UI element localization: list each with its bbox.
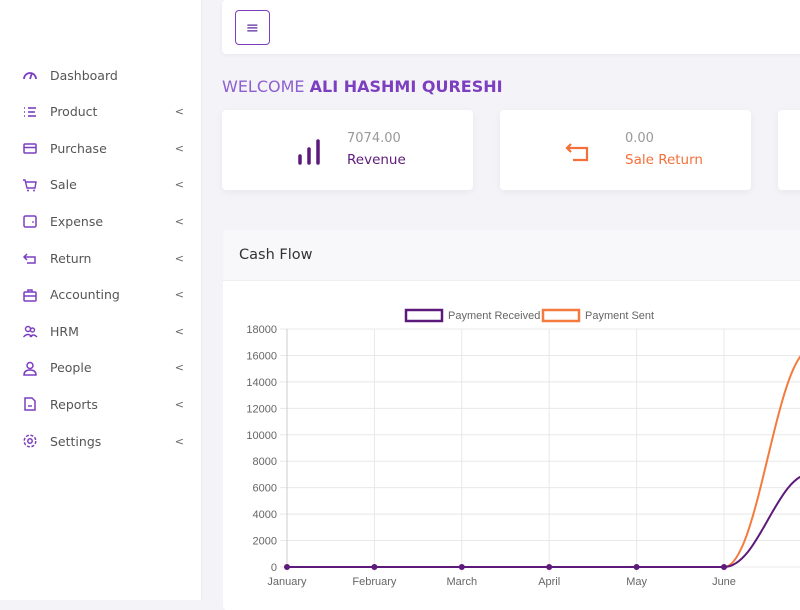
chevron-left-icon: <	[174, 288, 184, 302]
sidebar-item-expense[interactable]: Expense <	[22, 209, 192, 233]
panel-title: Cash Flow	[223, 230, 800, 281]
chevron-left-icon: <	[174, 397, 184, 411]
file-icon	[24, 397, 36, 412]
bar-chart-icon	[298, 139, 320, 165]
card-partial[interactable]	[778, 110, 800, 190]
sidebar-item-reports[interactable]: Reports <	[22, 392, 192, 416]
sidebar-item-label: Reports	[50, 396, 98, 412]
list-icon	[24, 106, 36, 117]
welcome-heading: WELCOME ALI HASHMI QURESHI	[222, 77, 503, 96]
sidebar-item-product[interactable]: Product <	[22, 100, 192, 124]
sidebar-item-label: Expense	[50, 213, 104, 229]
top-bar: ≡	[222, 0, 800, 54]
sidebar-item-sale[interactable]: Sale <	[22, 173, 192, 197]
revenue-card[interactable]: 7074.00 Revenue	[222, 110, 473, 190]
gauge-icon	[23, 72, 37, 80]
chevron-left-icon: <	[174, 251, 184, 265]
sale-return-label: Sale Return	[625, 152, 703, 168]
return-icon	[22, 253, 36, 264]
sidebar-item-label: Return	[50, 250, 92, 266]
sidebar-item-purchase[interactable]: Purchase <	[22, 136, 192, 160]
chevron-left-icon: <	[174, 141, 184, 155]
chevron-left-icon: <	[174, 105, 184, 119]
chevron-left-icon: <	[174, 178, 184, 192]
menu-toggle-button[interactable]: ≡	[235, 10, 270, 45]
sidebar-item-hrm[interactable]: HRM <	[22, 319, 192, 343]
sidebar-item-accounting[interactable]: Accounting <	[22, 283, 192, 307]
sidebar-item-label: People	[50, 360, 92, 376]
sidebar: Dashboard Product < Purchase < Sale < Expense < R…	[0, 0, 202, 600]
chevron-left-icon: <	[174, 214, 184, 228]
sidebar-item-people[interactable]: People <	[22, 356, 192, 380]
briefcase-icon	[23, 288, 37, 302]
sidebar-item-return[interactable]: Return <	[22, 246, 192, 270]
return-icon	[565, 143, 589, 162]
users-icon	[22, 325, 38, 338]
welcome-prefix: WELCOME	[222, 77, 305, 96]
sidebar-item-settings[interactable]: Settings <	[22, 429, 192, 453]
wallet-icon	[23, 215, 37, 229]
sale-return-card[interactable]: 0.00 Sale Return	[500, 110, 751, 190]
chevron-left-icon: <	[174, 361, 184, 375]
sidebar-item-label: Accounting	[50, 287, 120, 303]
sale-return-value: 0.00	[625, 131, 654, 146]
sidebar-item-label: Dashboard	[50, 67, 118, 83]
chevron-left-icon: <	[174, 324, 184, 338]
sidebar-item-label: Purchase	[50, 140, 107, 156]
revenue-value: 7074.00	[347, 131, 401, 146]
revenue-label: Revenue	[347, 152, 406, 168]
card-icon	[23, 143, 37, 154]
sidebar-item-dashboard[interactable]: Dashboard	[22, 63, 192, 87]
chevron-left-icon: <	[174, 434, 184, 448]
sidebar-item-label: Settings	[50, 433, 102, 449]
user-name: ALI HASHMI QURESHI	[309, 77, 503, 96]
sidebar-item-label: Sale	[50, 177, 77, 193]
sidebar-item-label: Product	[50, 104, 98, 120]
gear-icon	[23, 434, 37, 448]
cart-icon	[23, 179, 37, 192]
user-icon	[23, 361, 37, 376]
cash-flow-panel: Cash Flow	[223, 230, 800, 610]
sidebar-item-label: HRM	[50, 323, 79, 339]
